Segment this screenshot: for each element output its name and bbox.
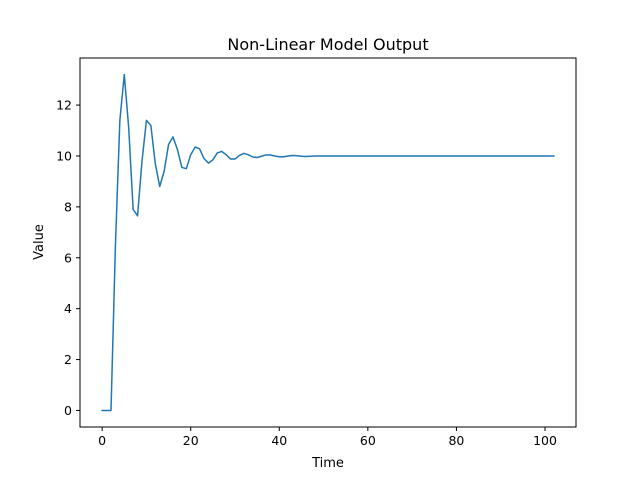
y-tick-label: 10 <box>56 148 72 163</box>
y-axis: 0 2 4 6 8 10 12 <box>56 98 80 418</box>
y-tick-label: 2 <box>64 352 72 367</box>
x-tick-label: 0 <box>98 433 106 448</box>
x-tick-label: 40 <box>271 433 287 448</box>
y-tick-label: 0 <box>64 403 72 418</box>
x-tick-label: 20 <box>183 433 199 448</box>
chart-title: Non-Linear Model Output <box>227 35 428 54</box>
x-axis-label: Time <box>311 456 344 471</box>
series-line-1 <box>101 73 555 412</box>
x-axis: 0 20 40 60 80 100 <box>98 427 557 448</box>
plot-frame <box>79 57 577 428</box>
y-tick-label: 12 <box>56 98 72 113</box>
y-tick-label: 6 <box>64 250 72 265</box>
x-tick-label: 100 <box>533 433 557 448</box>
x-tick-label: 60 <box>360 433 376 448</box>
y-axis-label: Value <box>32 224 47 260</box>
x-tick-label: 80 <box>448 433 464 448</box>
series-layer <box>101 73 555 412</box>
y-tick-label: 4 <box>64 301 72 316</box>
plot-area <box>80 58 576 427</box>
y-tick-label: 8 <box>64 199 72 214</box>
